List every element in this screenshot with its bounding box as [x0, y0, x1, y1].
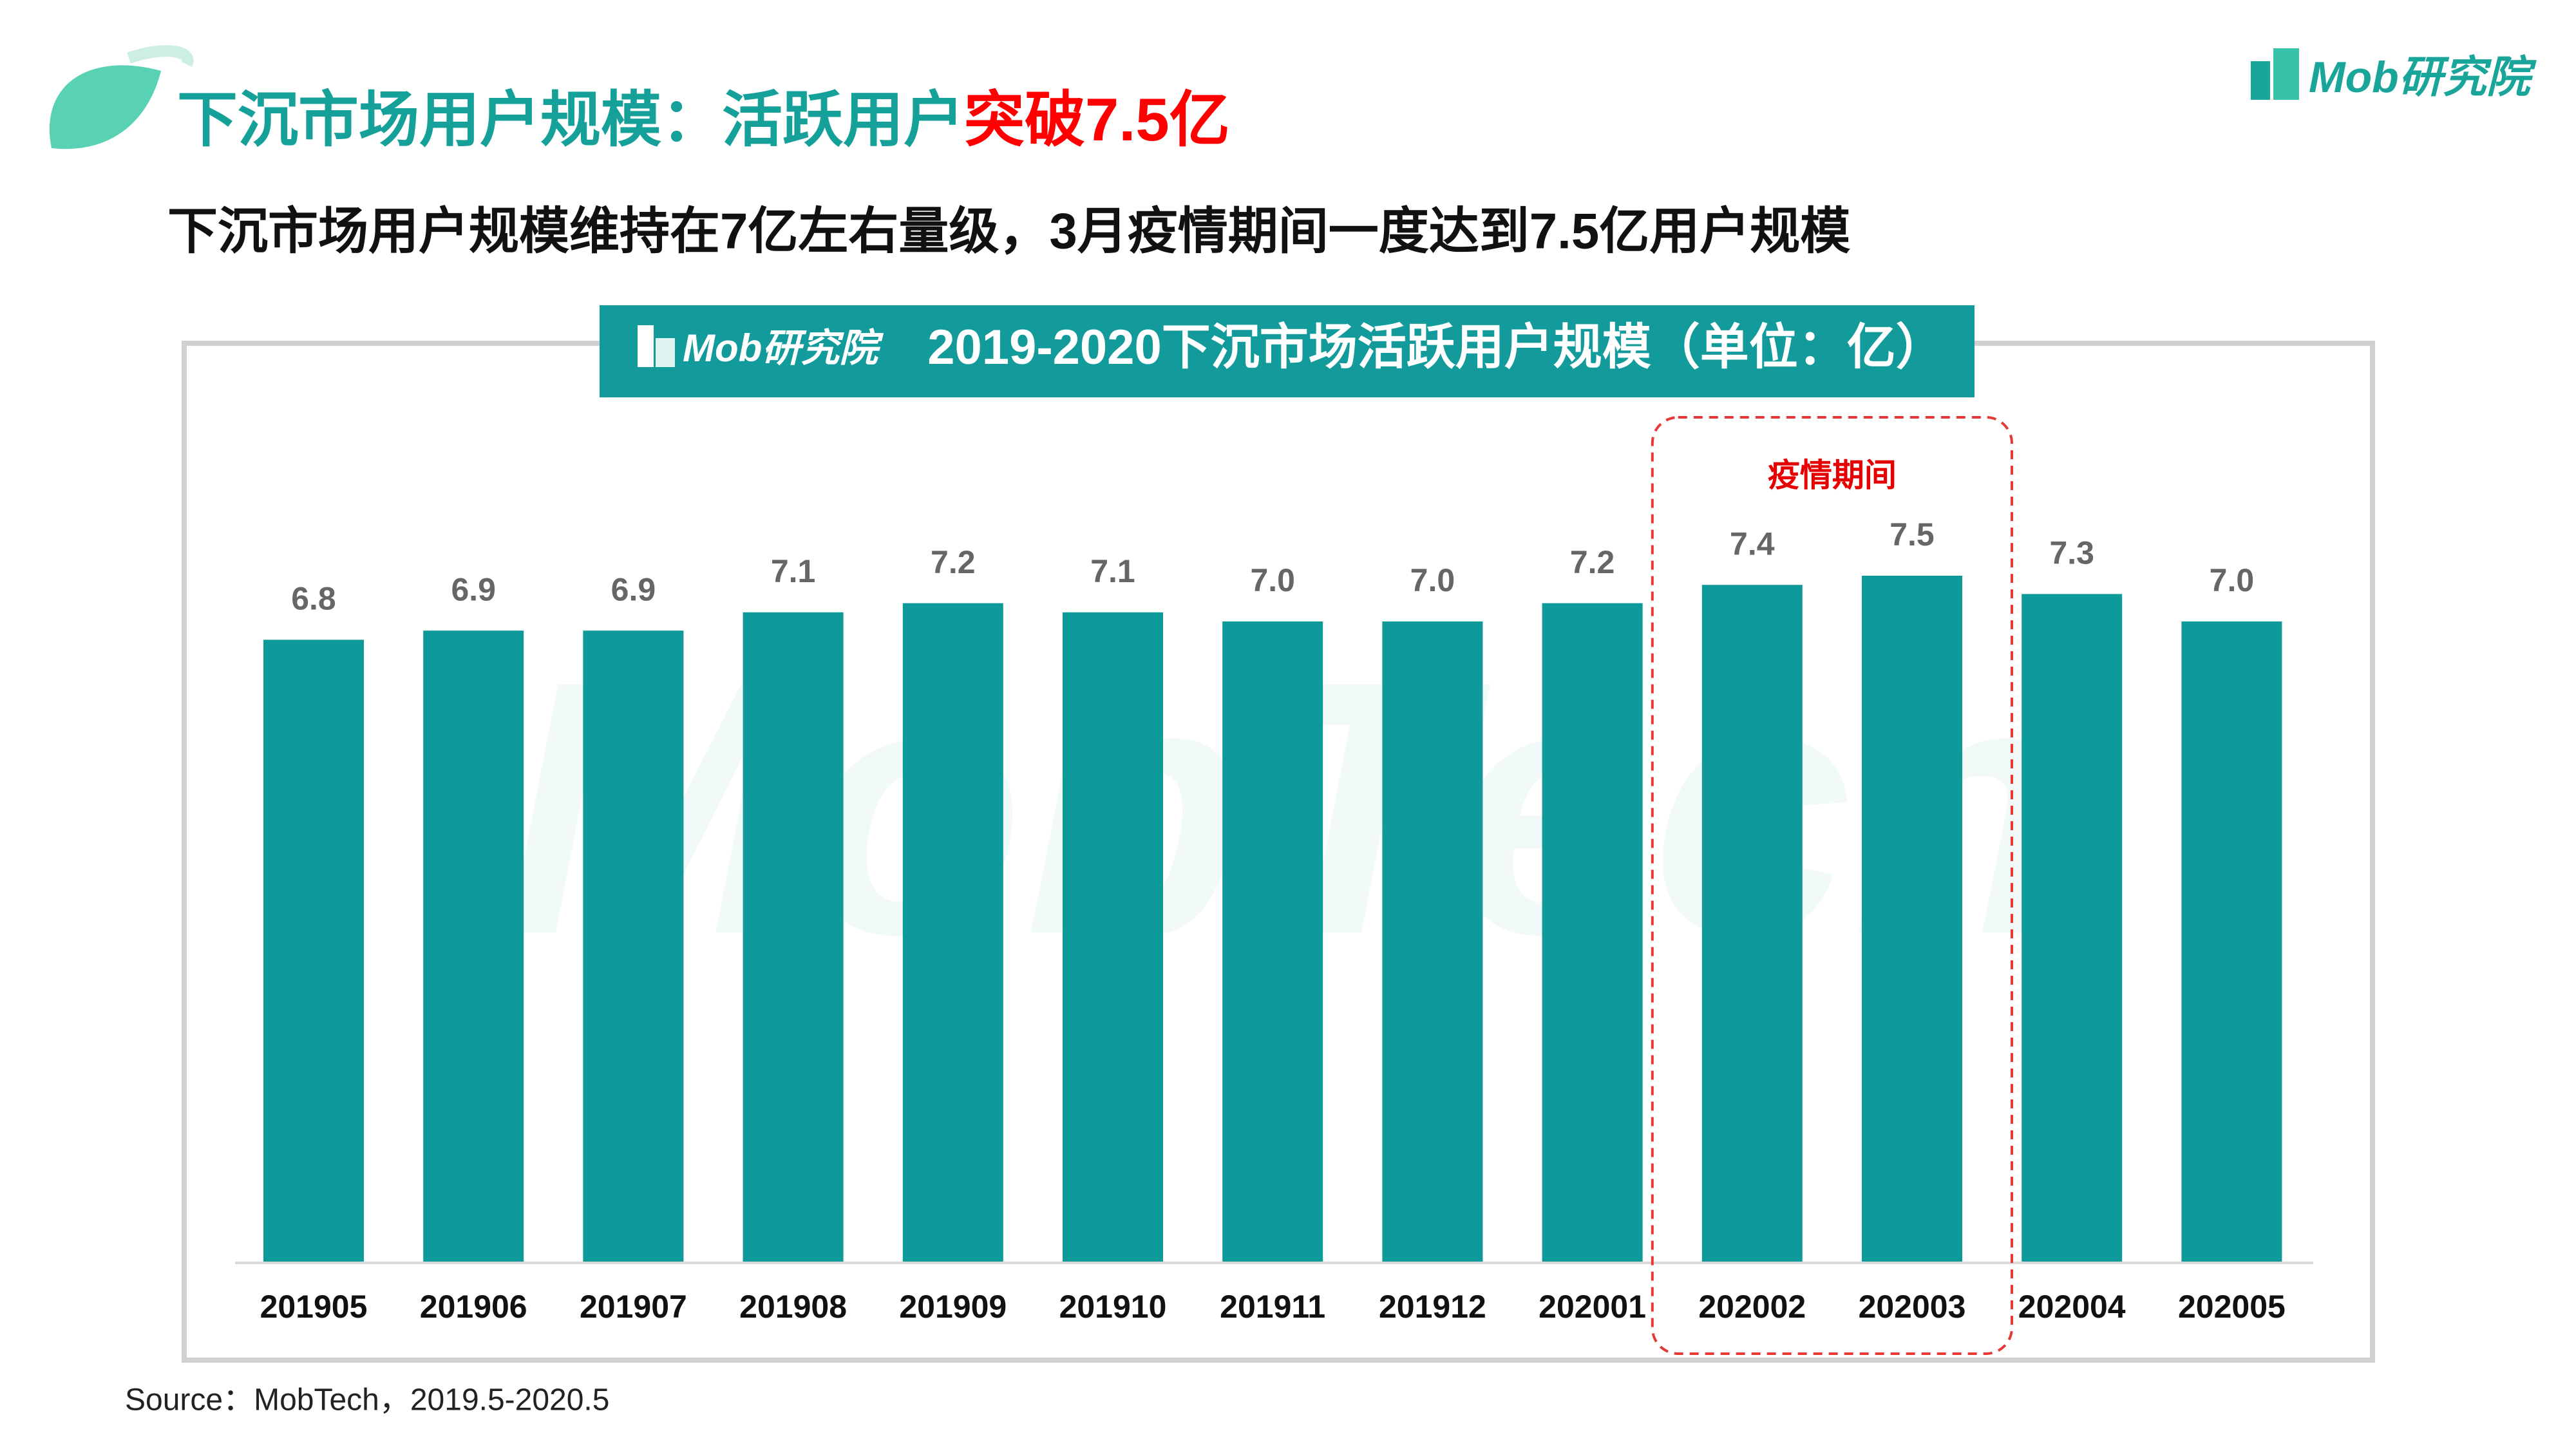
slide-title: 下沉市场用户规模：活跃用户突破7.5亿	[177, 86, 1230, 153]
bar	[902, 603, 1003, 1262]
chart-logo: Mob研究院	[683, 327, 884, 370]
x-tick-label: 201907	[580, 1289, 687, 1325]
value-label: 7.0	[2210, 562, 2255, 598]
x-tick-label: 202005	[2178, 1289, 2286, 1325]
logo-icon	[2251, 61, 2270, 100]
bar	[2022, 594, 2123, 1262]
x-tick-label: 201908	[739, 1289, 847, 1325]
x-tick-label: 201906	[420, 1289, 527, 1325]
logo-icon	[2273, 48, 2299, 100]
x-tick-label: 201905	[260, 1289, 368, 1325]
value-label: 6.9	[451, 571, 496, 607]
bar	[1063, 612, 1163, 1262]
bar	[583, 630, 684, 1262]
annotation-text: 疫情期间	[1768, 457, 1897, 493]
bar	[2181, 621, 2282, 1262]
bar	[1542, 603, 1643, 1262]
bar	[1701, 585, 1803, 1262]
title-text: 下沉市场用户规模：活跃用户	[177, 86, 964, 153]
value-label: 7.1	[771, 553, 816, 589]
logo: Mob研究院	[2251, 48, 2537, 102]
x-tick-label: 202002	[1698, 1289, 1806, 1325]
bar	[263, 639, 364, 1262]
value-label: 7.2	[1570, 544, 1615, 580]
bar	[423, 630, 524, 1262]
decoration	[127, 45, 194, 68]
x-tick-label: 202004	[2018, 1289, 2126, 1325]
decoration	[49, 65, 161, 149]
value-label: 7.3	[2049, 535, 2094, 571]
x-tick-label: 201909	[899, 1289, 1007, 1325]
bar	[743, 612, 844, 1262]
source: Source：MobTech，2019.5-2020.5	[125, 1383, 609, 1417]
value-label: 6.8	[291, 581, 336, 617]
chart-title: 2019-2020下沉市场活跃用户规模（单位：亿）	[927, 320, 1944, 375]
value-label: 6.9	[611, 571, 656, 607]
value-label: 7.5	[1889, 516, 1935, 553]
x-tick-label: 201912	[1379, 1289, 1486, 1325]
bar	[1222, 621, 1323, 1262]
value-label: 7.2	[931, 544, 976, 580]
x-tick-label: 201910	[1059, 1289, 1167, 1325]
value-label: 7.0	[1250, 562, 1295, 598]
logo-text: Mob研究院	[2309, 53, 2537, 102]
title-highlight: 突破7.5亿	[964, 86, 1230, 153]
x-tick-label: 201911	[1220, 1289, 1325, 1325]
subtitle: 下沉市场用户规模维持在7亿左右量级，3月疫情期间一度达到7.5亿用户规模	[167, 203, 1850, 260]
value-label: 7.4	[1730, 526, 1775, 562]
value-label: 7.0	[1410, 562, 1455, 598]
logo-icon	[656, 338, 675, 367]
chart-header	[600, 305, 1975, 397]
annotation-box	[1651, 416, 2014, 1355]
bar	[1382, 621, 1483, 1262]
value-label: 7.1	[1090, 553, 1135, 589]
x-tick-label: 202003	[1859, 1289, 1966, 1325]
x-tick-label: 202001	[1539, 1289, 1646, 1325]
logo-icon	[638, 325, 654, 367]
bar	[1862, 576, 1962, 1262]
